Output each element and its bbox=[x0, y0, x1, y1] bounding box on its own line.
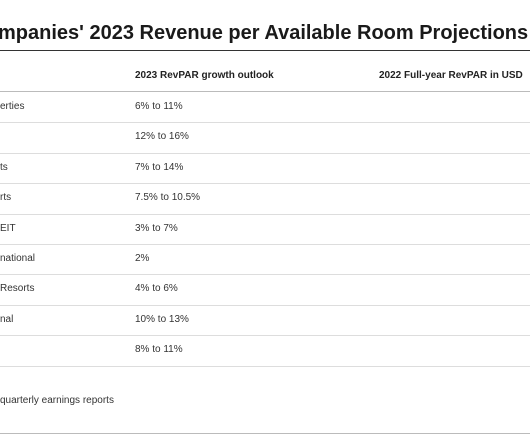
row-rule bbox=[0, 335, 530, 337]
header-rule bbox=[0, 91, 530, 92]
source-note: quarterly earnings reports bbox=[0, 395, 114, 406]
row-outlook: 7.5% to 10.5% bbox=[135, 192, 201, 204]
row-outlook: 3% to 7% bbox=[135, 222, 178, 234]
row-rule bbox=[0, 244, 530, 245]
row-outlook: 2% bbox=[135, 253, 150, 264]
row-name: ts bbox=[0, 161, 8, 173]
bottom-rule bbox=[0, 433, 530, 434]
row-rule bbox=[0, 122, 530, 124]
row-rule bbox=[0, 213, 530, 215]
row-rule bbox=[0, 274, 530, 276]
row-outlook: 6% to 11% bbox=[135, 101, 183, 112]
row-rule bbox=[0, 365, 530, 367]
row-rule bbox=[0, 183, 530, 185]
row-name: nal bbox=[0, 313, 14, 325]
row-outlook: 8% to 11% bbox=[135, 344, 183, 356]
row-name: rts bbox=[0, 192, 12, 204]
row-outlook: 7% to 14% bbox=[135, 161, 184, 173]
row-name: EIT bbox=[0, 222, 16, 234]
row-name: Resorts bbox=[0, 283, 35, 295]
column-header: 2023 RevPAR growth outlook bbox=[135, 70, 274, 81]
row-rule bbox=[0, 152, 530, 154]
row-outlook: 10% to 13% bbox=[135, 313, 189, 325]
row-name: erties bbox=[0, 101, 25, 112]
column-header: 2022 Full-year RevPAR in USD bbox=[379, 70, 523, 81]
title: mpanies' 2023 Revenue per Available Room… bbox=[0, 22, 529, 44]
row-outlook: 12% to 16% bbox=[135, 131, 189, 143]
row-outlook: 4% to 6% bbox=[135, 283, 178, 295]
row-rule bbox=[0, 304, 530, 306]
title-rule bbox=[0, 50, 530, 51]
row-name: national bbox=[0, 253, 36, 264]
